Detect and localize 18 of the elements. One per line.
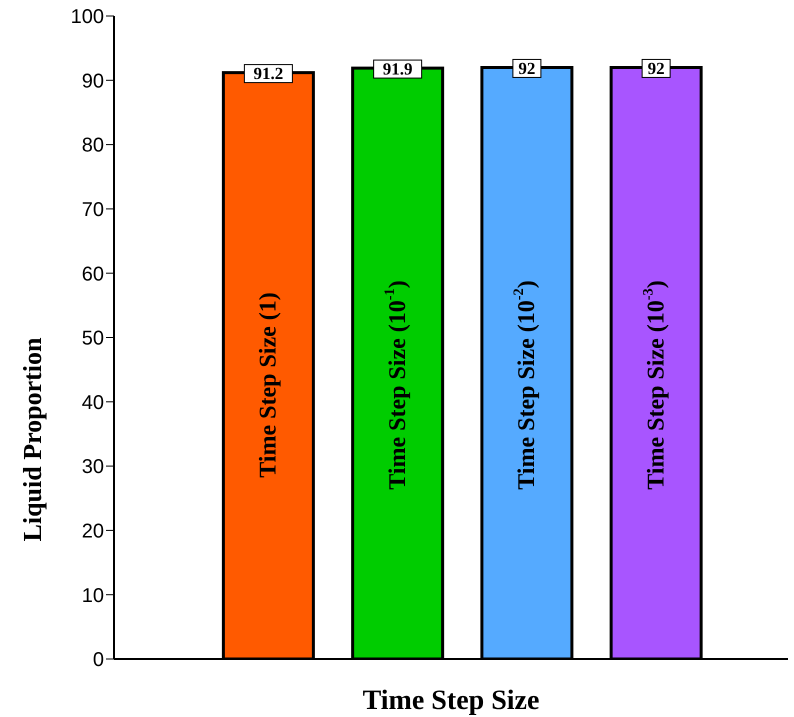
y-tick-label: 90 — [82, 70, 104, 92]
data-label: 91.2 — [254, 64, 284, 84]
y-tick-label: 60 — [82, 263, 104, 286]
data-label: 91.9 — [382, 60, 413, 79]
y-tick-label: 50 — [82, 328, 104, 350]
y-tick-label: 80 — [82, 134, 104, 157]
y-tick-label: 10 — [82, 584, 104, 607]
y-tick-label: 70 — [82, 199, 104, 221]
x-tick-label: Time Step Size (1) — [256, 292, 282, 478]
data-label: 92 — [648, 58, 665, 78]
data-label: 92 — [518, 58, 536, 78]
y-tick-label: 100 — [70, 6, 104, 28]
y-tick-label: 30 — [82, 456, 104, 478]
y-axis-title: Liquid Proportion — [18, 336, 48, 542]
y-tick-label: 20 — [82, 520, 104, 542]
x-axis-title: Time Step Size — [362, 685, 540, 716]
y-tick-label: 0 — [92, 649, 104, 672]
y-tick-label: 40 — [82, 392, 104, 414]
